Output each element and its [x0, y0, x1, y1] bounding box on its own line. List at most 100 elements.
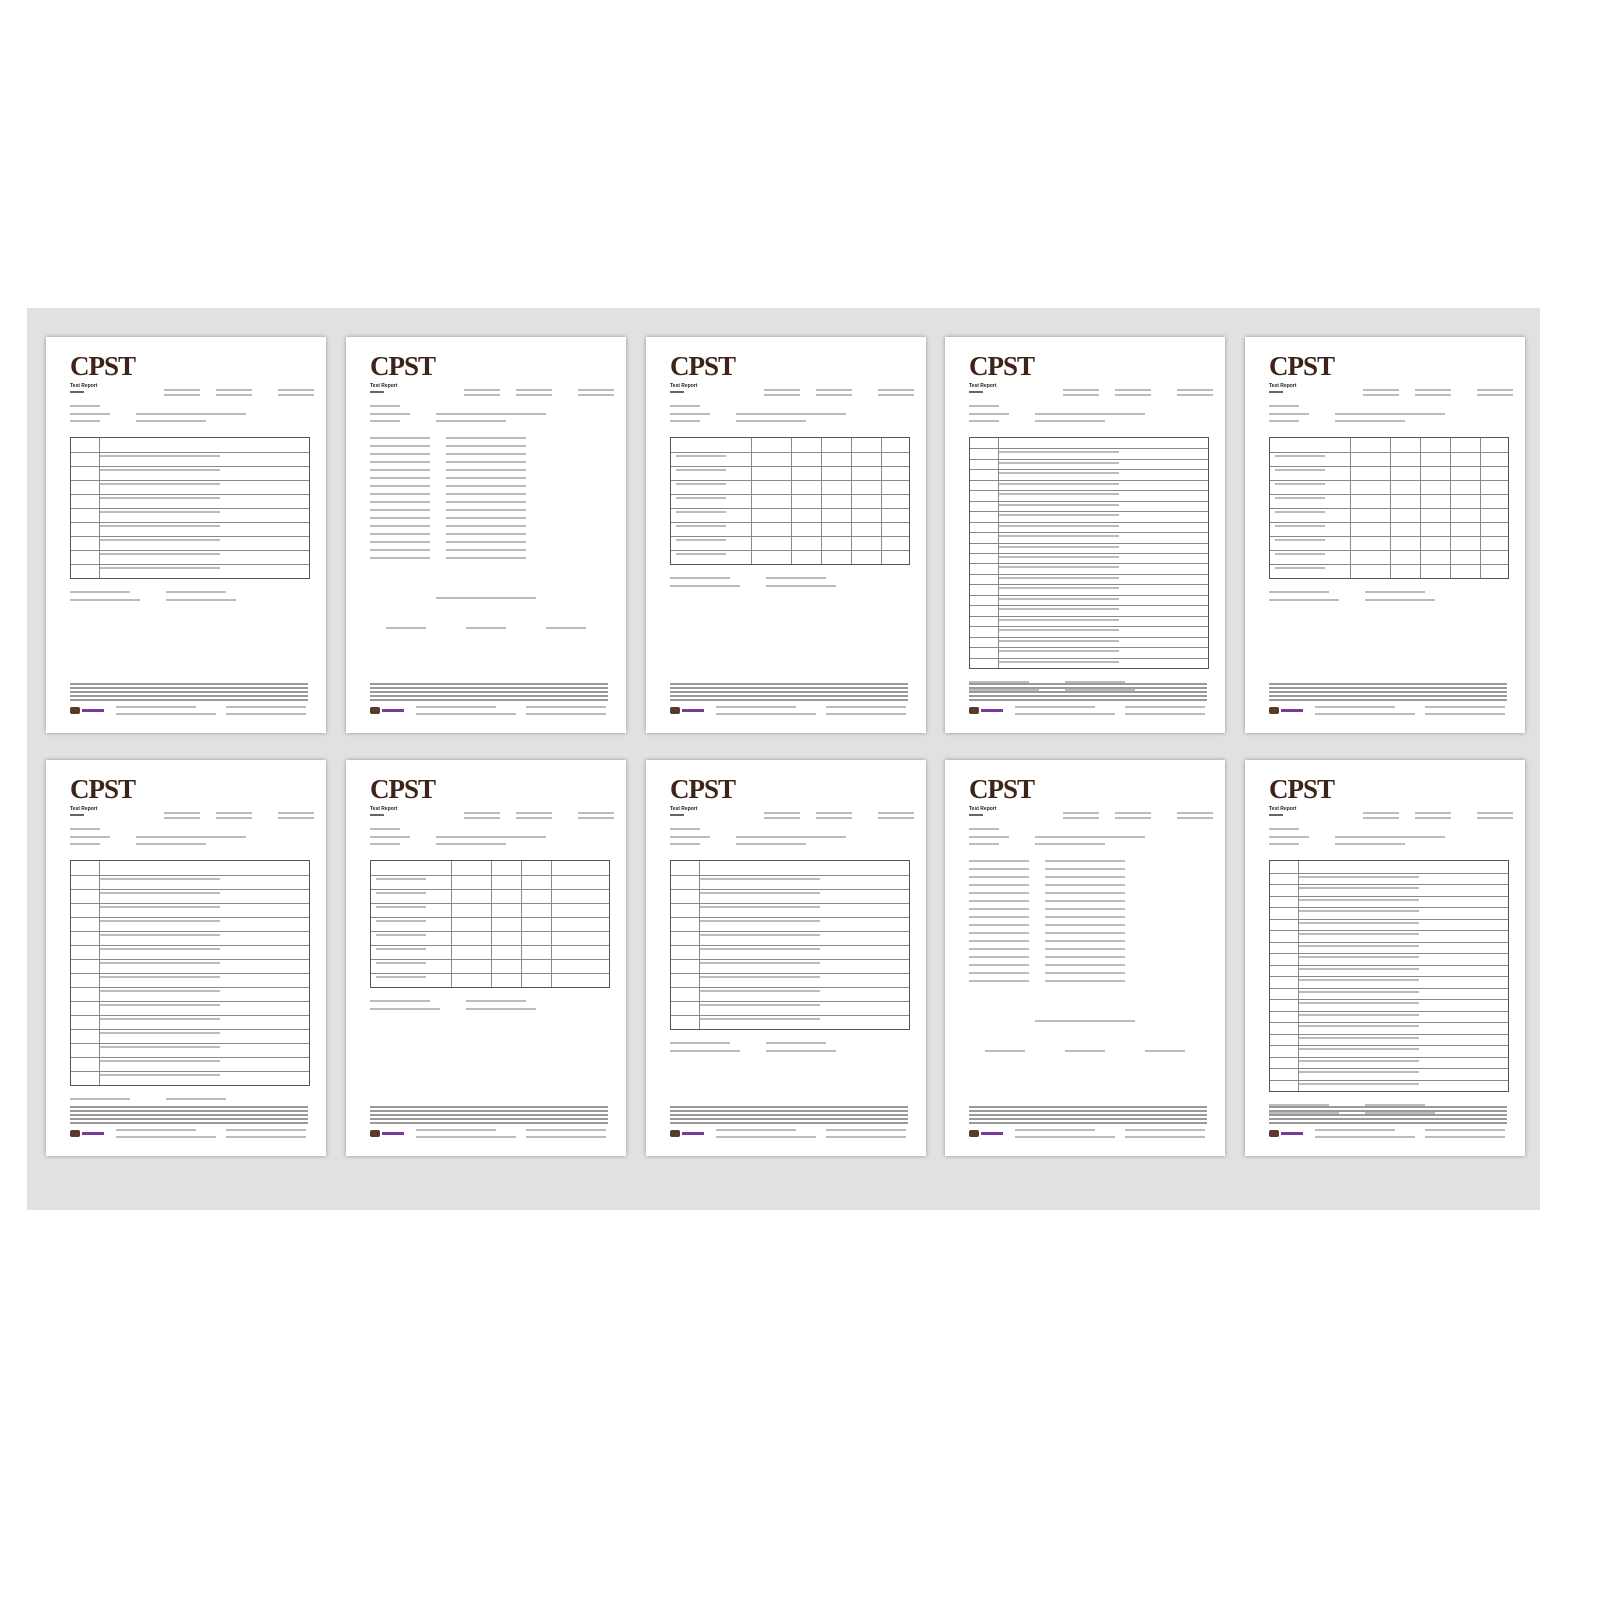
text-line	[164, 812, 200, 814]
text-line	[516, 389, 552, 391]
report-page[interactable]: CPST Test Report	[46, 337, 326, 733]
text-line	[100, 1046, 220, 1048]
text-line	[1269, 843, 1299, 845]
text-line	[1363, 812, 1399, 814]
text-line	[1269, 836, 1309, 838]
text-line	[100, 906, 220, 908]
text-line	[969, 964, 1029, 966]
text-line	[969, 1114, 1207, 1116]
text-line	[70, 391, 84, 393]
footer-brand	[382, 1132, 404, 1135]
text-line	[370, 1122, 608, 1124]
text-line	[578, 812, 614, 814]
report-page[interactable]: CPST Test Report	[646, 337, 926, 733]
text-line	[670, 1114, 908, 1116]
text-line	[370, 391, 384, 393]
seal-icon	[670, 707, 680, 714]
text-line	[1269, 591, 1329, 593]
text-line	[999, 639, 1119, 642]
text-line	[446, 517, 526, 519]
text-line	[670, 687, 908, 689]
text-line	[1477, 389, 1513, 391]
text-line	[969, 932, 1029, 934]
text-line	[670, 420, 700, 422]
text-line	[1269, 405, 1299, 407]
footer-brand	[382, 709, 404, 712]
report-subtitle: Test Report	[1269, 806, 1297, 812]
text-line	[100, 469, 220, 471]
report-page[interactable]: CPST Test Report	[646, 760, 926, 1156]
text-line	[1035, 843, 1105, 845]
text-line	[370, 1110, 608, 1112]
text-line	[70, 1110, 308, 1112]
text-line	[999, 650, 1119, 653]
text-line	[278, 812, 314, 814]
text-line	[100, 878, 220, 880]
text-line	[766, 1050, 836, 1052]
text-line	[370, 836, 410, 838]
text-line	[999, 556, 1119, 558]
report-page[interactable]: CPST Test Report	[346, 760, 626, 1156]
text-line	[1045, 980, 1125, 982]
text-line	[416, 706, 496, 708]
text-line	[969, 687, 1207, 689]
report-page[interactable]: CPST Test Report	[1245, 337, 1525, 733]
text-line	[999, 472, 1119, 475]
report-subtitle: Test Report	[1269, 383, 1297, 389]
text-line	[446, 541, 526, 543]
text-line	[1477, 817, 1513, 819]
text-line	[1365, 1104, 1425, 1106]
text-line	[446, 445, 526, 447]
results-table	[969, 437, 1209, 669]
text-line	[1299, 898, 1419, 901]
text-line	[370, 453, 430, 455]
text-line	[1115, 812, 1151, 814]
text-line	[100, 934, 220, 936]
text-line	[1269, 814, 1283, 816]
text-line	[1045, 892, 1125, 894]
text-line	[116, 706, 196, 708]
text-line	[1315, 1136, 1415, 1138]
text-line	[1299, 910, 1419, 912]
text-line	[370, 493, 430, 495]
results-table	[670, 437, 910, 565]
text-line	[969, 908, 1029, 910]
text-line	[70, 691, 308, 693]
text-line	[1269, 413, 1309, 415]
text-line	[1015, 713, 1115, 715]
text-line	[1269, 1112, 1339, 1114]
text-line	[376, 948, 426, 950]
text-line	[100, 1004, 220, 1006]
text-line	[816, 812, 852, 814]
text-line	[1269, 699, 1507, 701]
report-page[interactable]: CPST Test Report	[1245, 760, 1525, 1156]
text-line	[216, 394, 252, 396]
text-line	[100, 525, 220, 527]
text-line	[999, 493, 1119, 496]
footer-brand	[981, 1132, 1003, 1135]
report-page[interactable]: CPST Test Report	[945, 337, 1225, 733]
text-line	[100, 962, 220, 964]
text-line	[969, 916, 1029, 918]
text-line	[516, 817, 552, 819]
text-line	[70, 683, 308, 685]
text-line	[676, 497, 726, 499]
text-line	[1299, 1025, 1419, 1027]
text-line	[1299, 967, 1419, 970]
report-page[interactable]: CPST Test Report	[945, 760, 1225, 1156]
footer-brand	[981, 709, 1003, 712]
text-line	[716, 713, 816, 715]
text-line	[370, 557, 430, 559]
text-line	[370, 509, 430, 511]
text-line	[1269, 683, 1507, 685]
text-line	[878, 394, 914, 396]
text-line	[969, 699, 1207, 701]
footer-brand	[1281, 709, 1303, 712]
report-page[interactable]: CPST Test Report	[346, 337, 626, 733]
text-line	[278, 389, 314, 391]
text-line	[136, 836, 246, 838]
report-page[interactable]: CPST Test Report	[46, 760, 326, 1156]
text-line	[1115, 817, 1151, 819]
text-line	[370, 549, 430, 551]
text-line	[100, 948, 220, 950]
